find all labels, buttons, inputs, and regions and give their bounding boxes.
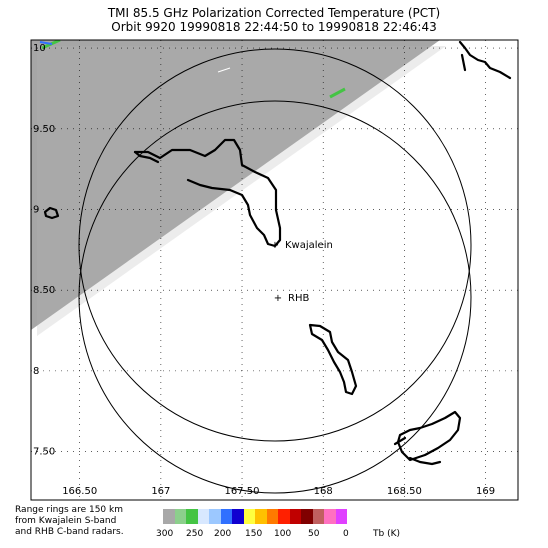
lat-tick-label: 10: [33, 43, 46, 54]
legend-tick-label: 50: [308, 529, 320, 539]
legend-swatch: [324, 509, 336, 524]
legend-tick-label: 100: [274, 529, 292, 539]
legend-tick-label: 0: [343, 529, 349, 539]
note-line-3: and RHB C-band radars.: [15, 527, 124, 537]
swath-region: [31, 40, 440, 330]
legend-swatch: [243, 509, 255, 524]
legend-swatch: [312, 509, 324, 524]
legend-tick-label: 150: [245, 529, 263, 539]
legend-swatch: [174, 509, 186, 524]
lat-tick-label: 8.50: [33, 285, 55, 296]
longitude-labels: 166.50 167 167.50 168 168.50 169: [62, 486, 495, 497]
legend-unit: Tb (K): [373, 529, 400, 539]
legend-swatch: [209, 509, 221, 524]
legend-swatch: [232, 509, 244, 524]
color-legend: [163, 509, 347, 524]
legend-swatch: [266, 509, 278, 524]
legend-swatch: [278, 509, 290, 524]
place-markers: + Kwajalein + RHB: [271, 240, 333, 304]
legend-swatch: [301, 509, 313, 524]
range-ring-note: Range rings are 150 km from Kwajalein S-…: [15, 505, 124, 538]
kwajalein-range-ring: [78, 48, 472, 442]
lon-tick-label: 169: [476, 486, 495, 497]
legend-swatch: [220, 509, 232, 524]
lat-tick-label: 8: [33, 366, 39, 377]
legend-tick-label: 250: [186, 529, 204, 539]
lat-tick-label: 9.50: [33, 124, 55, 135]
legend-swatch: [163, 509, 175, 524]
lon-tick-label: 168.50: [387, 486, 422, 497]
lon-tick-label: 167: [151, 486, 170, 497]
place-label-kwajalein: Kwajalein: [285, 240, 333, 251]
lat-tick-label: 9: [33, 204, 39, 215]
south-atoll: [396, 410, 462, 466]
place-marker-rhb: +: [274, 293, 282, 304]
orbit-subtitle: Orbit 9920 19990818 22:44:50 to 19990818…: [111, 20, 437, 34]
lon-tick-label: 168: [314, 486, 333, 497]
swath-highlight-green-2: [329, 87, 346, 99]
coastlines: [43, 40, 512, 466]
southeast-atoll: [308, 323, 358, 396]
place-label-rhb: RHB: [288, 293, 309, 304]
plot-frame: [30, 39, 519, 501]
lon-tick-label: 167.50: [225, 486, 260, 497]
map-title: TMI 85.5 GHz Polarization Corrected Temp…: [107, 6, 441, 20]
place-marker-kwajalein: +: [271, 240, 279, 251]
note-line-1: Range rings are 150 km: [15, 505, 123, 515]
legend-swatch: [289, 509, 301, 524]
northeast-atoll: [458, 40, 512, 80]
legend-tick-label: 200: [214, 529, 232, 539]
lon-tick-label: 166.50: [62, 486, 97, 497]
west-islet: [43, 206, 60, 220]
legend-swatch: [197, 509, 209, 524]
legend-swatch: [255, 509, 267, 524]
legend-swatch: [186, 509, 198, 524]
legend-tick-labels: 300 250 200 150 100 50 0: [150, 529, 360, 541]
legend-tick-label: 300: [156, 529, 174, 539]
legend-swatch: [335, 509, 347, 524]
note-line-2: from Kwajalein S-band: [15, 516, 117, 526]
latitude-labels: 10 9.50 9 8.50 8 7.50: [33, 43, 55, 458]
rhb-range-ring: [78, 100, 472, 494]
lat-tick-label: 7.50: [33, 447, 55, 458]
kwajalein-atoll: [133, 138, 282, 248]
